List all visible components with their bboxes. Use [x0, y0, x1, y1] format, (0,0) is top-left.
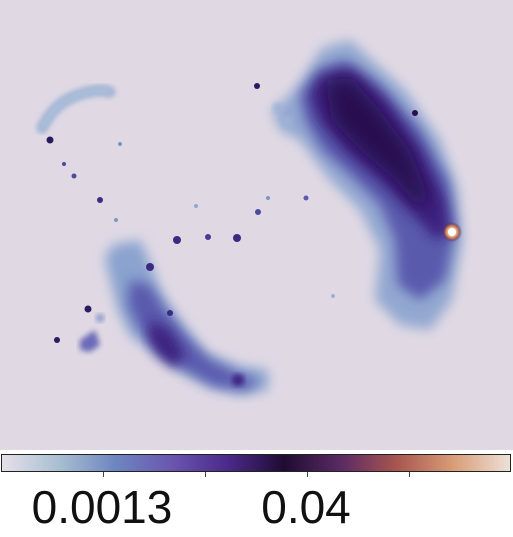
- colorbar-tick: [307, 472, 308, 477]
- density-map-image: [0, 0, 513, 450]
- lower-left-structure: [54, 240, 268, 395]
- top-left-arc: [37, 85, 122, 222]
- colorbar-tick: [205, 472, 206, 477]
- right-structure: [272, 40, 462, 330]
- colorbar-tick-label: 0.04: [261, 481, 351, 533]
- colorbar-tick-label: 0.0013: [31, 481, 173, 533]
- scattered-blobs: [173, 83, 335, 298]
- colorbar-tick: [103, 472, 104, 477]
- colorbar-tick: [409, 472, 410, 477]
- colorbar: [1, 454, 511, 472]
